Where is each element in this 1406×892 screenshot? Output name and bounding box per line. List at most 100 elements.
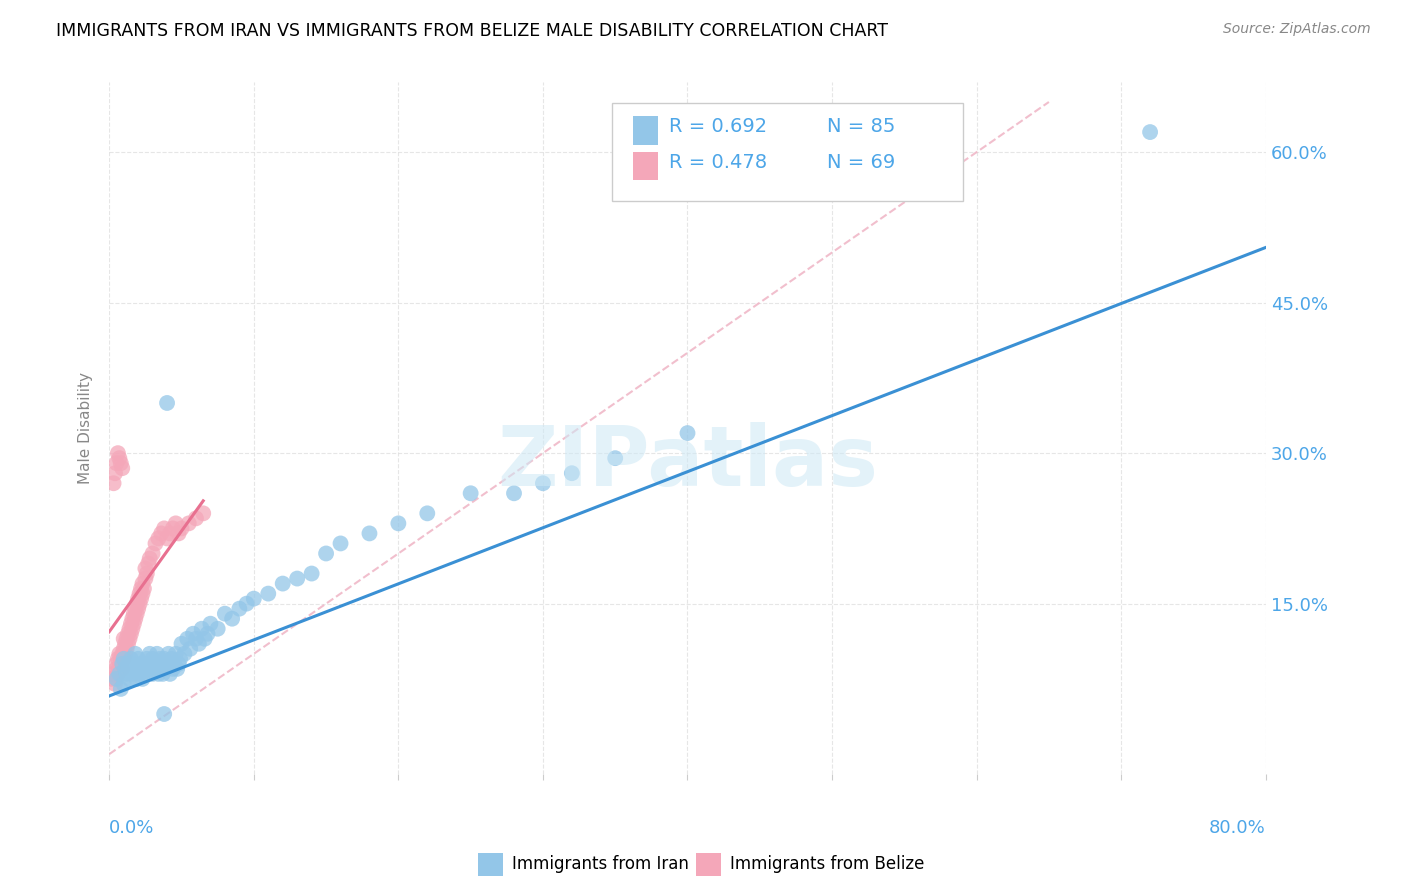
Point — [125, 597, 148, 611]
Point — [127, 652, 149, 666]
Point — [131, 586, 153, 600]
Point — [149, 662, 172, 676]
Point — [120, 652, 142, 666]
Point — [108, 647, 131, 661]
Text: R = 0.478: R = 0.478 — [669, 153, 768, 172]
Point — [124, 601, 146, 615]
Point — [117, 626, 139, 640]
Point — [122, 607, 145, 621]
Point — [170, 521, 193, 535]
Text: N = 69: N = 69 — [827, 153, 896, 172]
Point — [193, 506, 215, 520]
Point — [135, 566, 157, 581]
Point — [676, 426, 699, 441]
Y-axis label: Male Disability: Male Disability — [79, 372, 93, 484]
Point — [110, 657, 132, 671]
Point — [115, 632, 138, 646]
Point — [105, 662, 128, 676]
Point — [112, 652, 135, 666]
Point — [112, 652, 135, 666]
Point — [148, 666, 170, 681]
Point — [169, 652, 191, 666]
Point — [118, 622, 141, 636]
Point — [235, 597, 257, 611]
Point — [531, 476, 554, 491]
Point — [170, 637, 193, 651]
Point — [173, 647, 195, 661]
Point — [184, 632, 207, 646]
Point — [134, 666, 156, 681]
Point — [187, 637, 209, 651]
Point — [416, 506, 439, 520]
Point — [131, 672, 153, 686]
Point — [115, 666, 138, 681]
Point — [194, 632, 217, 646]
Point — [114, 647, 136, 661]
Text: R = 0.692: R = 0.692 — [669, 117, 768, 136]
Point — [108, 662, 131, 676]
Point — [110, 652, 132, 666]
Point — [105, 657, 128, 671]
Point — [136, 662, 159, 676]
Point — [315, 546, 337, 560]
Point — [104, 467, 127, 481]
Point — [184, 511, 207, 525]
Point — [387, 516, 409, 531]
Point — [285, 572, 308, 586]
Point — [103, 666, 125, 681]
Point — [127, 662, 149, 676]
Point — [166, 662, 188, 676]
Point — [153, 706, 176, 721]
Point — [214, 607, 236, 621]
Point — [200, 616, 222, 631]
Point — [125, 672, 148, 686]
Point — [120, 616, 142, 631]
Point — [108, 666, 131, 681]
Point — [115, 641, 138, 656]
Point — [114, 637, 136, 651]
Point — [111, 461, 134, 475]
Point — [107, 666, 129, 681]
Point — [101, 672, 124, 686]
Point — [129, 657, 152, 671]
Point — [159, 526, 181, 541]
Point — [114, 662, 136, 676]
Point — [156, 532, 179, 546]
Point — [1139, 125, 1161, 139]
Point — [110, 456, 132, 470]
Point — [167, 657, 190, 671]
Point — [124, 647, 146, 661]
Point — [104, 677, 127, 691]
Point — [503, 486, 526, 500]
Point — [150, 657, 173, 671]
Point — [118, 672, 141, 686]
Point — [112, 677, 135, 691]
Text: Immigrants from Belize: Immigrants from Belize — [730, 855, 924, 873]
Point — [143, 662, 166, 676]
Text: ZIPatlas: ZIPatlas — [496, 422, 877, 503]
Point — [156, 657, 179, 671]
Point — [153, 652, 176, 666]
Point — [176, 632, 198, 646]
Text: N = 85: N = 85 — [827, 117, 896, 136]
Point — [167, 526, 190, 541]
Point — [197, 626, 219, 640]
Point — [122, 657, 145, 671]
Point — [121, 612, 143, 626]
Point — [243, 591, 266, 606]
Point — [150, 526, 173, 541]
Point — [120, 626, 142, 640]
Point — [157, 647, 180, 661]
Point — [129, 582, 152, 596]
Point — [149, 652, 172, 666]
Point — [124, 612, 146, 626]
Point — [112, 632, 135, 646]
Point — [138, 647, 160, 661]
Point — [329, 536, 352, 550]
Point — [127, 591, 149, 606]
Point — [142, 652, 165, 666]
Point — [177, 516, 200, 531]
Point — [165, 516, 187, 531]
Point — [105, 456, 128, 470]
Point — [129, 591, 152, 606]
